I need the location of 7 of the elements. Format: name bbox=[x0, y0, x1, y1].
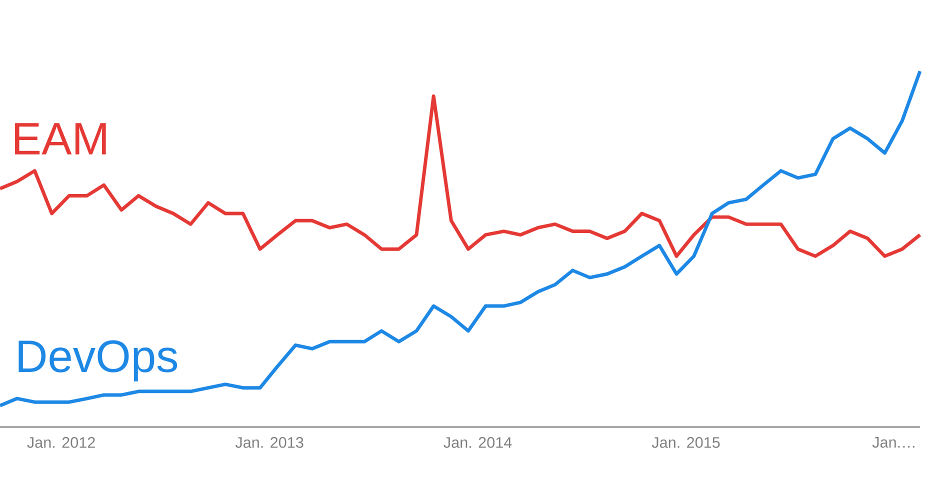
series-label: DevOps bbox=[18, 340, 178, 382]
x-tick-label: Jan. 2014 bbox=[444, 437, 512, 448]
x-tick-label: Jan. 2013 bbox=[235, 437, 304, 448]
x-tick-label: Jan. 2012 bbox=[27, 437, 95, 448]
x-tick-label: Jan. 2015 bbox=[652, 437, 720, 448]
series-label: EAM bbox=[15, 123, 106, 154]
x-tick-label: Jan.… bbox=[872, 437, 914, 448]
